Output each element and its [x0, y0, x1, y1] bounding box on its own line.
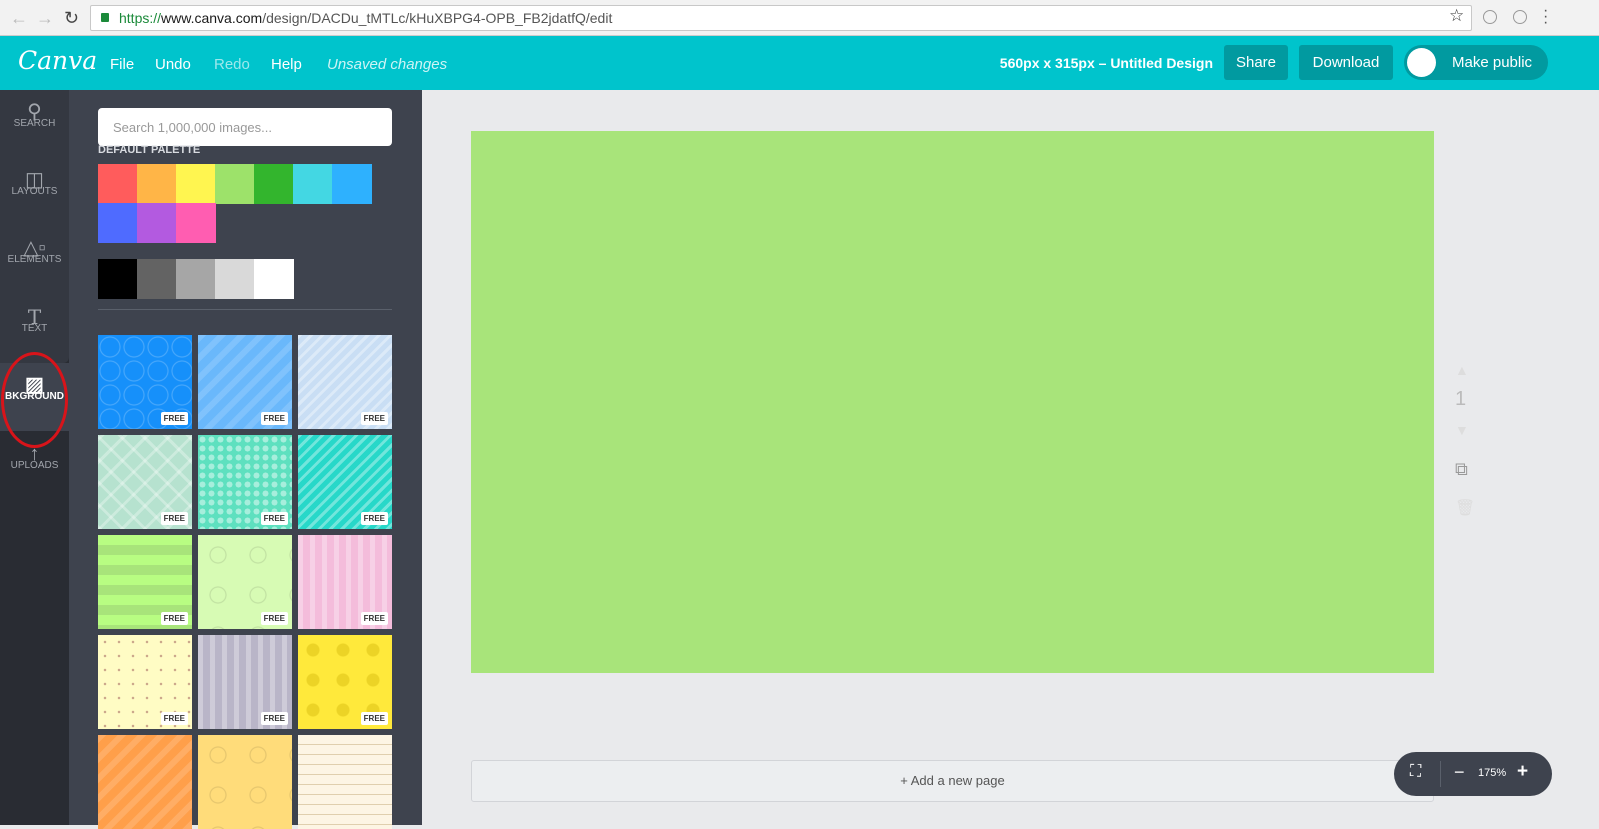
color-swatch[interactable] — [176, 164, 216, 204]
search-icon: ⚲ — [27, 101, 42, 123]
sidebar-rail: ⚲ SEARCH ◫ LAYOUTS △▫ ELEMENTS T TEXT ▨ BKGRO… — [0, 90, 69, 825]
page-up-icon[interactable]: ▲ — [1455, 362, 1469, 378]
free-badge: FREE — [160, 412, 188, 425]
color-swatch[interactable] — [137, 203, 177, 243]
separator — [1440, 761, 1441, 787]
sidebar-item-text[interactable]: T TEXT — [0, 295, 69, 363]
free-badge: FREE — [360, 412, 388, 425]
red-highlight-circle — [1, 352, 68, 448]
rail-background — [0, 90, 69, 363]
background-thumbnail[interactable] — [198, 735, 292, 829]
zoom-out-button[interactable]: − — [1454, 762, 1465, 782]
color-swatch[interactable] — [137, 164, 177, 204]
palette-label: DEFAULT PALETTE — [98, 144, 201, 156]
menu-file[interactable]: File — [110, 56, 135, 73]
gray-swatch[interactable] — [176, 259, 216, 299]
copy-page-icon[interactable]: ⧉ — [1455, 459, 1468, 479]
background-thumbnail[interactable] — [98, 735, 192, 829]
background-thumbnail[interactable] — [298, 735, 392, 829]
page-down-icon[interactable]: ▼ — [1455, 422, 1469, 438]
free-badge: FREE — [360, 712, 388, 725]
reload-icon[interactable]: ↻ — [64, 8, 80, 28]
background-thumbnail[interactable]: FREE — [98, 535, 192, 629]
extension-icon[interactable] — [1513, 10, 1527, 24]
canva-logo[interactable]: Canva — [18, 46, 98, 75]
color-swatch[interactable] — [176, 203, 216, 243]
add-page-button[interactable]: + Add a new page — [471, 760, 1434, 802]
page-number: 1 — [1455, 388, 1467, 410]
color-swatch[interactable] — [215, 164, 255, 204]
presentation-icon[interactable]: ⛶ — [1410, 763, 1422, 780]
color-swatch[interactable] — [254, 164, 294, 204]
color-swatch[interactable] — [332, 164, 372, 204]
background-thumbnail[interactable]: FREE — [198, 535, 292, 629]
gray-swatch[interactable] — [254, 259, 294, 299]
top-bar: Canva File Undo Redo Help Unsaved change… — [0, 36, 1599, 90]
lock-icon — [101, 13, 109, 22]
sidebar-item-layouts[interactable]: ◫ LAYOUTS — [0, 158, 69, 226]
bookmark-star-icon[interactable]: ☆ — [1449, 6, 1465, 25]
download-button[interactable]: Download — [1299, 45, 1393, 80]
image-search-input[interactable] — [98, 108, 392, 146]
background-thumbnail[interactable]: FREE — [298, 535, 392, 629]
back-icon[interactable]: ← — [10, 8, 28, 28]
background-thumbnail[interactable]: FREE — [298, 635, 392, 729]
design-title[interactable]: 560px x 315px – Untitled Design — [999, 55, 1213, 71]
background-thumbnail[interactable]: FREE — [298, 335, 392, 429]
free-badge: FREE — [160, 712, 188, 725]
background-thumbnail[interactable]: FREE — [98, 635, 192, 729]
background-thumbnail[interactable]: FREE — [98, 435, 192, 529]
divider — [98, 309, 392, 310]
trash-icon[interactable]: 🗑 — [1455, 500, 1476, 517]
zoom-in-button[interactable]: + — [1517, 761, 1529, 782]
free-badge: FREE — [260, 512, 288, 525]
background-panel: DEFAULT PALETTE FREE FREE FREE FREE FREE FREE… — [69, 90, 422, 829]
sidebar-item-uploads[interactable]: ↑ UPLOADS — [0, 432, 69, 500]
zoom-level: 175% — [1478, 767, 1507, 779]
shapes-icon: △▫ — [23, 237, 46, 259]
menu-redo[interactable]: Redo — [214, 56, 250, 73]
free-badge: FREE — [360, 612, 388, 625]
free-badge: FREE — [160, 512, 188, 525]
background-thumbnail[interactable]: FREE — [198, 435, 292, 529]
menu-undo[interactable]: Undo — [155, 56, 191, 73]
color-swatch[interactable] — [98, 203, 138, 243]
free-badge: FREE — [260, 612, 288, 625]
layouts-icon: ◫ — [25, 169, 44, 191]
menu-help[interactable]: Help — [271, 56, 302, 73]
browser-menu-icon[interactable]: · · · — [1543, 2, 1549, 31]
sidebar-item-search[interactable]: ⚲ SEARCH — [0, 90, 69, 158]
free-badge: FREE — [260, 412, 288, 425]
free-badge: FREE — [360, 512, 388, 525]
background-thumbnail[interactable]: FREE — [198, 635, 292, 729]
gray-swatch[interactable] — [98, 259, 138, 299]
browser-toolbar: ← → ↻ https://www.canva.com/design/DACDu… — [0, 0, 1599, 36]
upload-arrow-icon: ↑ — [29, 443, 40, 465]
extension-icon[interactable] — [1483, 10, 1497, 24]
text-icon: T — [27, 305, 42, 329]
share-button[interactable]: Share — [1224, 45, 1288, 80]
gray-swatch[interactable] — [215, 259, 255, 299]
toggle-knob — [1407, 48, 1436, 77]
background-thumbnail[interactable]: FREE — [98, 335, 192, 429]
zoom-controls: ⛶ − 175% + — [1394, 752, 1552, 796]
free-badge: FREE — [160, 612, 188, 625]
save-status: Unsaved changes — [327, 56, 448, 73]
background-thumbnail[interactable]: FREE — [298, 435, 392, 529]
sidebar-item-elements[interactable]: △▫ ELEMENTS — [0, 226, 69, 294]
address-bar[interactable]: https://www.canva.com/design/DACDu_tMTLc… — [90, 5, 1472, 31]
free-badge: FREE — [260, 712, 288, 725]
background-thumbnail[interactable]: FREE — [198, 335, 292, 429]
color-swatch[interactable] — [293, 164, 333, 204]
forward-icon[interactable]: → — [36, 8, 54, 28]
make-public-toggle[interactable]: Make public — [1404, 45, 1548, 80]
design-canvas[interactable] — [471, 131, 1434, 673]
gray-swatch[interactable] — [137, 259, 177, 299]
color-swatch[interactable] — [98, 164, 138, 204]
